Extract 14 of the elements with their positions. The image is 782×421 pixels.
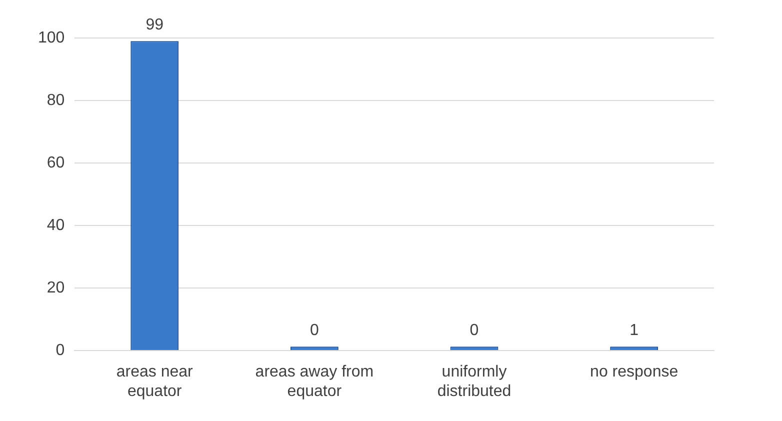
data-label: 0 <box>310 322 319 340</box>
y-tick-label: 80 <box>46 92 65 109</box>
y-tick-label: 0 <box>56 342 65 360</box>
data-label: 0 <box>470 322 479 340</box>
y-tick-label: 20 <box>46 279 65 296</box>
data-label: 1 <box>630 322 639 340</box>
y-tick-label: 100 <box>38 29 65 46</box>
x-tick-label: areas away from equator <box>255 364 374 400</box>
x-tick-label: uniformly distributed <box>437 364 512 400</box>
x-tick-label: no response <box>590 364 678 381</box>
y-tick-label: 40 <box>46 216 65 234</box>
data-label: 99 <box>146 16 164 34</box>
x-tick-label: areas near equator <box>116 364 194 400</box>
y-tick-label: 60 <box>46 154 65 172</box>
